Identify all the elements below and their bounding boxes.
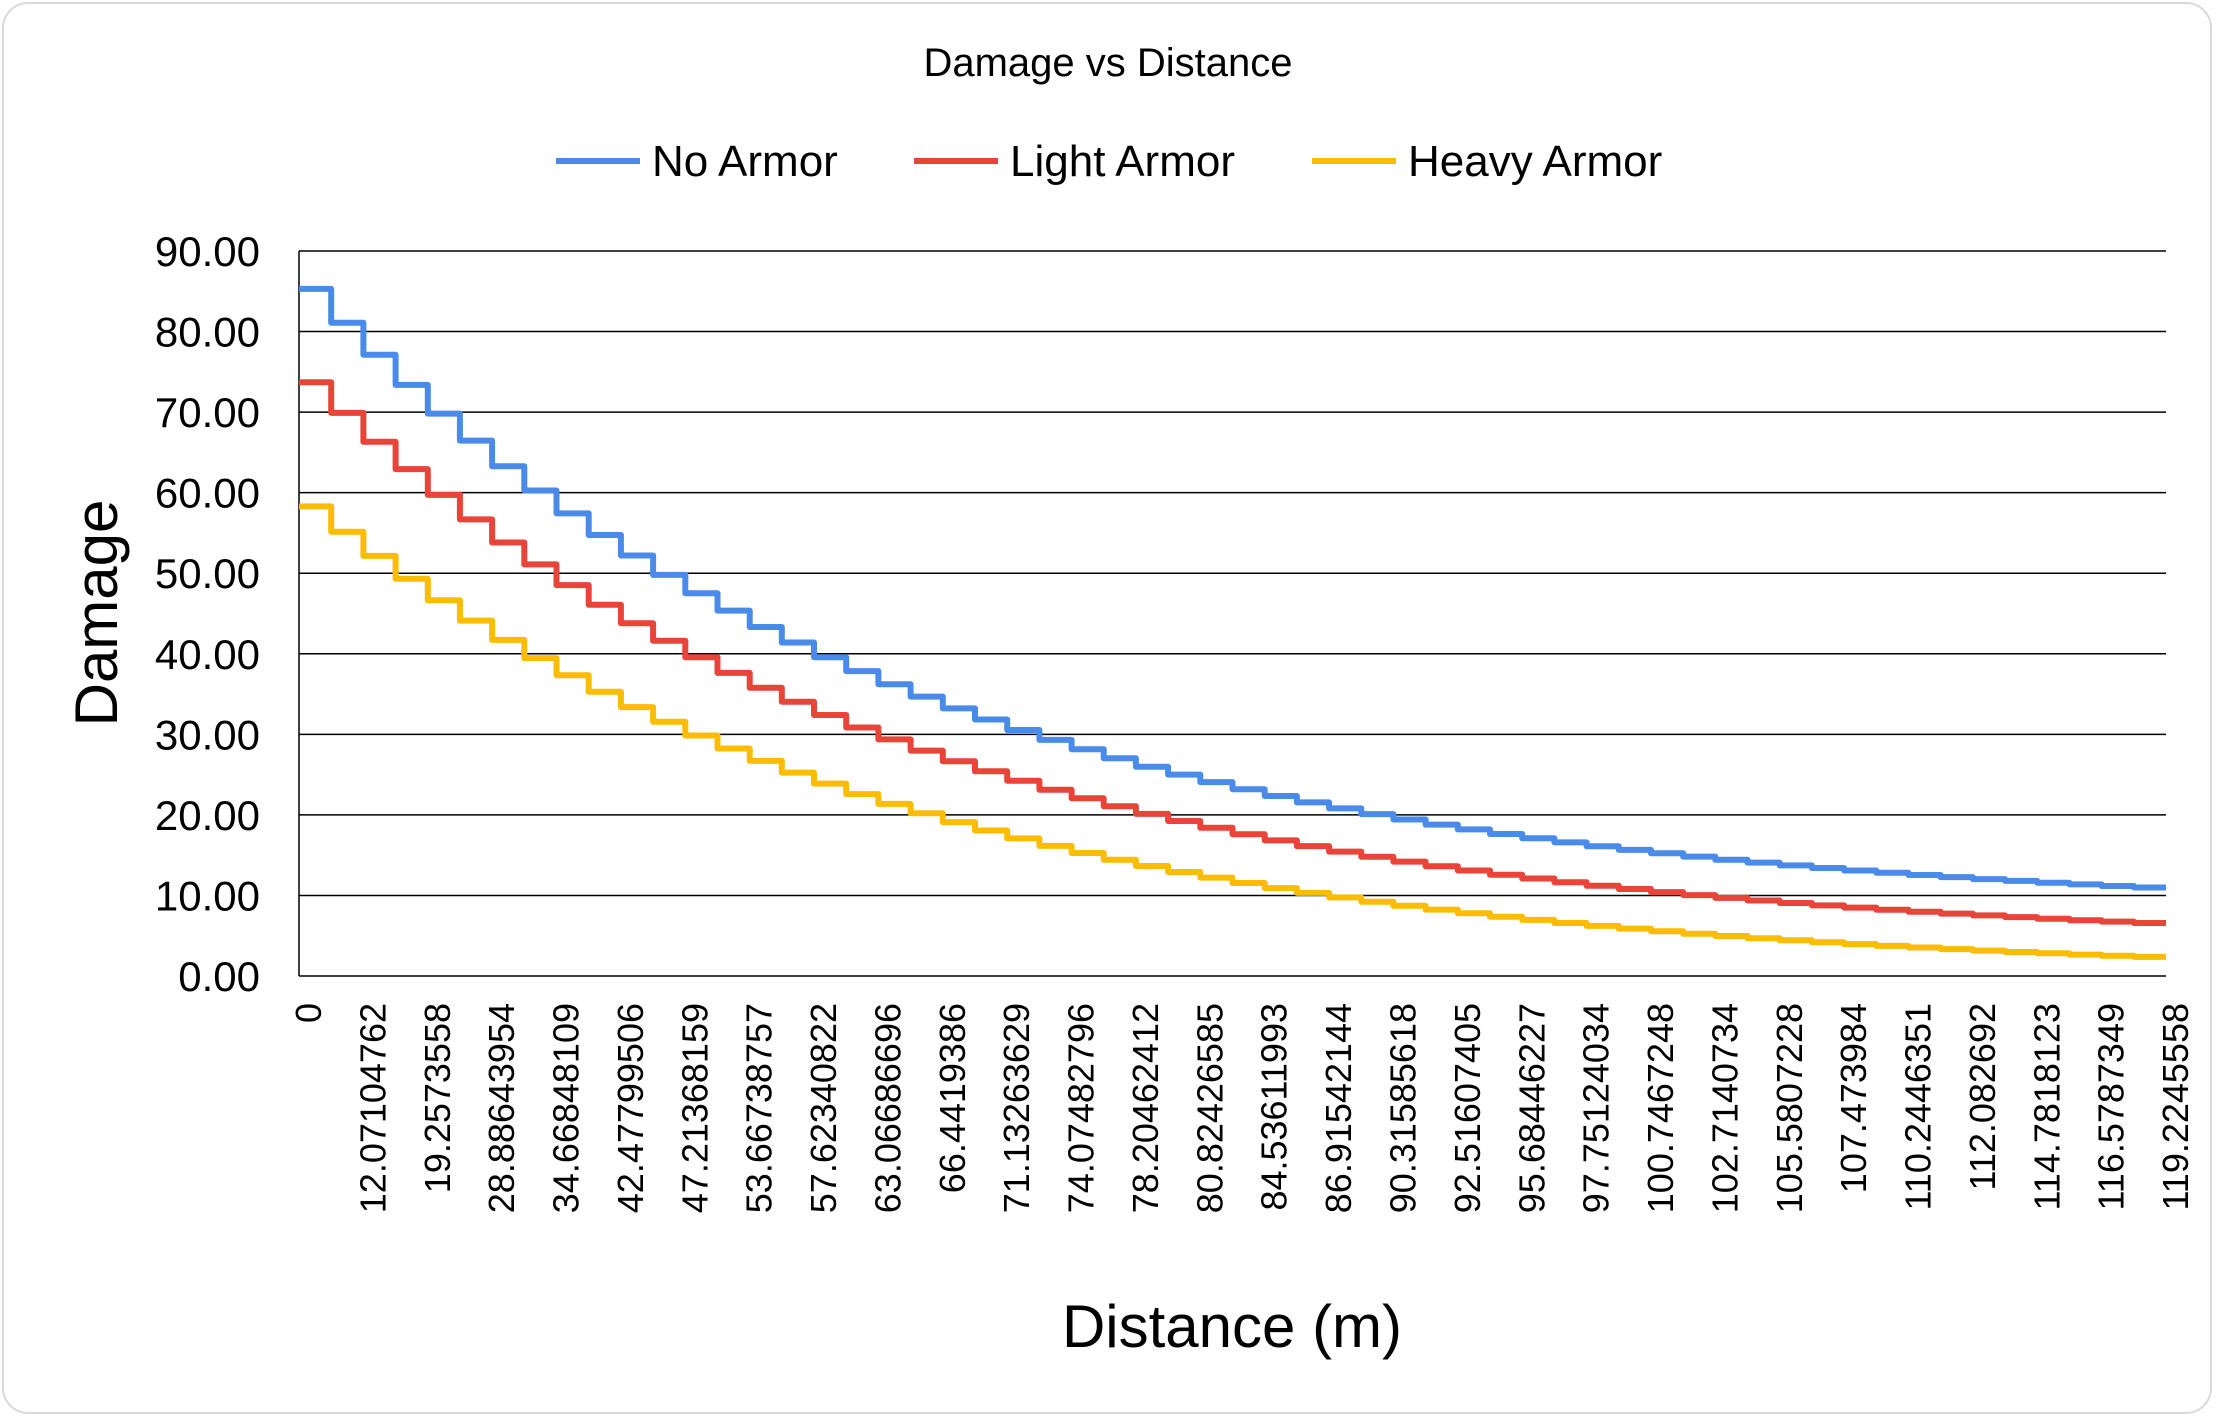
y-tick-label: 60.00 [155, 470, 260, 517]
x-tick-label: 66.4419386 [932, 1003, 973, 1193]
x-tick-label: 110.2446351 [1898, 1003, 1939, 1211]
x-tick-label: 116.5787349 [2091, 1003, 2132, 1211]
y-tick-label: 90.00 [155, 228, 260, 275]
legend: No Armor Light Armor Heavy Armor [556, 137, 1662, 186]
x-tick-label: 28.88643954 [481, 1003, 522, 1213]
series-lines [299, 285, 2166, 960]
x-tick-label: 95.68446227 [1511, 1003, 1552, 1213]
x-tick-label: 107.473984 [1833, 1003, 1874, 1193]
x-tick-label: 63.06686696 [867, 1003, 908, 1213]
x-tick-label: 105.5807228 [1769, 1003, 1810, 1213]
x-tick-label: 92.51607405 [1447, 1003, 1488, 1213]
x-tick-label: 0 [288, 1003, 329, 1023]
x-tick-label: 119.2245558 [2155, 1003, 2196, 1211]
y-tick-label: 30.00 [155, 711, 260, 758]
y-axis-title: Damage [63, 500, 130, 727]
y-tick-label: 50.00 [155, 550, 260, 597]
y-tick-label: 20.00 [155, 792, 260, 839]
x-tick-label: 74.07482796 [1061, 1003, 1102, 1213]
series-line [299, 379, 2166, 926]
x-tick-label: 47.21368159 [674, 1003, 715, 1213]
x-tick-label: 12.07104762 [352, 1003, 393, 1213]
x-tick-label: 53.66738757 [739, 1003, 780, 1213]
series-line [299, 503, 2166, 960]
x-tick-label: 19.2573558 [417, 1003, 458, 1193]
x-tick-label: 78.20462412 [1125, 1003, 1166, 1213]
legend-label: No Armor [652, 137, 838, 186]
x-tick-label: 100.7467248 [1640, 1003, 1681, 1213]
y-tick-label: 70.00 [155, 389, 260, 436]
x-tick-label: 34.66848109 [546, 1003, 587, 1213]
x-tick-label: 102.7140734 [1704, 1003, 1745, 1213]
y-tick-label: 80.00 [155, 309, 260, 356]
x-tick-label: 80.82426585 [1189, 1003, 1230, 1213]
series-line [299, 285, 2166, 891]
x-tick-label: 86.91542144 [1318, 1003, 1359, 1213]
x-tick-label: 114.7818123 [2026, 1003, 2067, 1211]
y-axis-ticks: 0.00 10.00 20.00 30.00 40.00 50.00 60.00 70.00 8… [155, 228, 260, 1000]
x-tick-label: 42.47799506 [610, 1003, 651, 1213]
gridlines [298, 250, 2166, 977]
legend-label: Heavy Armor [1408, 137, 1662, 186]
chart-title: Damage vs Distance [923, 41, 1292, 85]
x-tick-label: 71.13263629 [996, 1003, 1037, 1213]
x-tick-label: 112.082692 [1962, 1003, 2003, 1191]
y-tick-label: 0.00 [178, 953, 260, 1000]
x-tick-label: 97.75124034 [1576, 1003, 1617, 1213]
y-tick-label: 40.00 [155, 631, 260, 678]
y-tick-label: 10.00 [155, 872, 260, 919]
x-axis-ticks: 0 12.07104762 19.2573558 28.88643954 34.6684… [288, 1003, 2196, 1213]
x-tick-label: 84.53611993 [1254, 1003, 1295, 1211]
legend-label: Light Armor [1010, 137, 1235, 186]
x-axis-title: Distance (m) [1062, 1293, 1402, 1360]
x-tick-label: 90.31585618 [1382, 1003, 1423, 1213]
x-tick-label: 57.62340822 [803, 1003, 844, 1213]
